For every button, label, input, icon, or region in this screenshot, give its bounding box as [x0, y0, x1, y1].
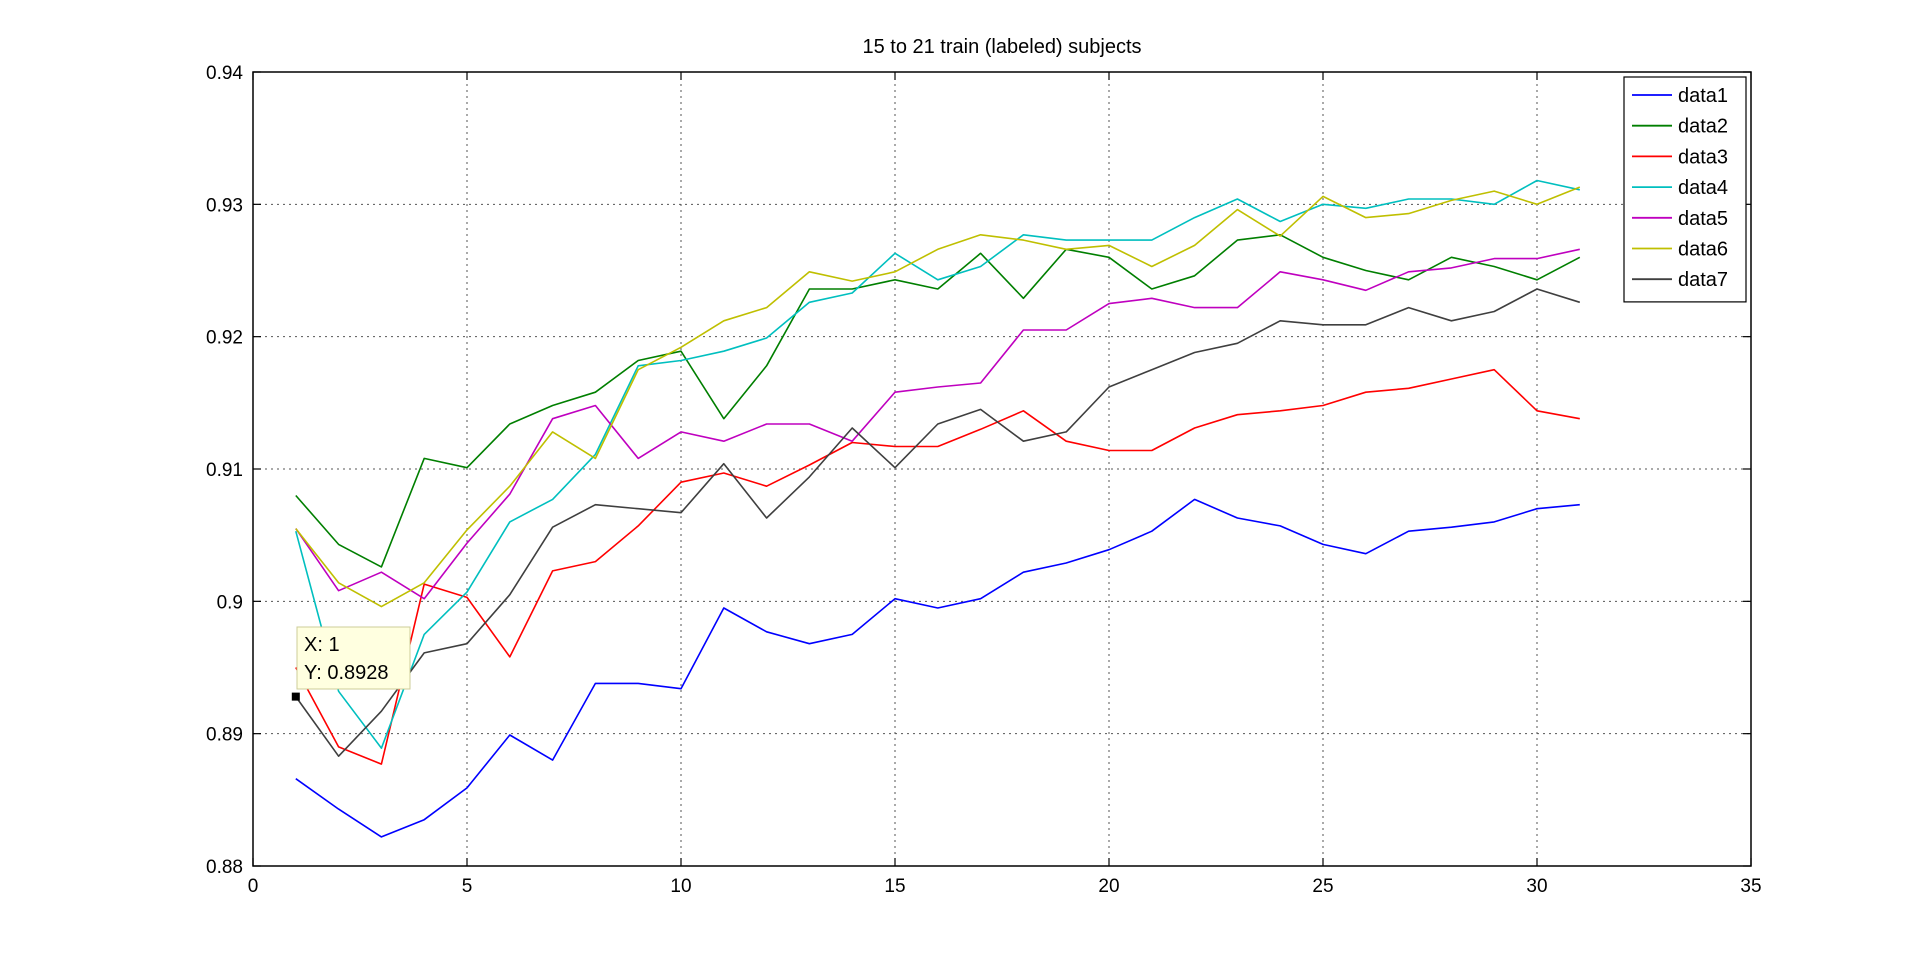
datatip[interactable]: X: 1 Y: 0.8928	[291, 626, 411, 701]
x-tick-label: 15	[884, 876, 905, 897]
legend: data1 data2 data3 data4 data5 data6 data7	[1623, 76, 1747, 303]
y-tick-label: 0.92	[206, 328, 243, 349]
x-tick-label: 35	[1740, 876, 1761, 897]
legend-label-data3: data3	[1678, 146, 1728, 168]
series-line-data2	[295, 234, 1581, 568]
legend-label-data4: data4	[1678, 177, 1728, 199]
legend-label-data6: data6	[1678, 239, 1728, 261]
y-tick-label: 0.88	[206, 857, 243, 878]
chart-title: 15 to 21 train (labeled) subjects	[862, 36, 1141, 58]
datatip-marker[interactable]	[291, 692, 300, 701]
x-tick-label: 20	[1098, 876, 1119, 897]
series-line-data6	[295, 186, 1581, 608]
x-tick-label: 30	[1526, 876, 1547, 897]
legend-label-data7: data7	[1678, 269, 1728, 291]
series-line-data4	[295, 179, 1580, 750]
legend-label-data1: data1	[1678, 85, 1728, 107]
datatip-x-text: X: 1	[304, 634, 340, 656]
series-line-data5	[295, 248, 1580, 600]
series-line-data7	[295, 288, 1581, 758]
series-lines	[295, 179, 1581, 838]
y-tick-label: 0.93	[206, 195, 243, 216]
x-tick-label: 0	[248, 876, 259, 897]
y-tick-label: 0.94	[206, 63, 243, 84]
datatip-box[interactable]	[296, 626, 411, 690]
y-tick-label: 0.91	[206, 460, 243, 481]
series-line-data1	[295, 498, 1580, 838]
grid-lines	[253, 72, 1751, 866]
x-tick-label: 25	[1312, 876, 1333, 897]
y-tick-label: 0.89	[206, 725, 243, 746]
datatip-y-text: Y: 0.8928	[304, 662, 389, 684]
series-line-data3	[295, 368, 1580, 765]
x-tick-label: 10	[670, 876, 691, 897]
y-tick-label: 0.9	[217, 592, 243, 613]
legend-label-data5: data5	[1678, 208, 1728, 230]
x-tick-label: 5	[462, 876, 473, 897]
legend-box	[1623, 76, 1747, 303]
axis-ticks: 0 5 10 15 20 25 30 35 0.88 0.89 0.9 0.91 0.92 0.93 0.9…	[206, 63, 1762, 897]
legend-label-data2: data2	[1678, 116, 1728, 138]
